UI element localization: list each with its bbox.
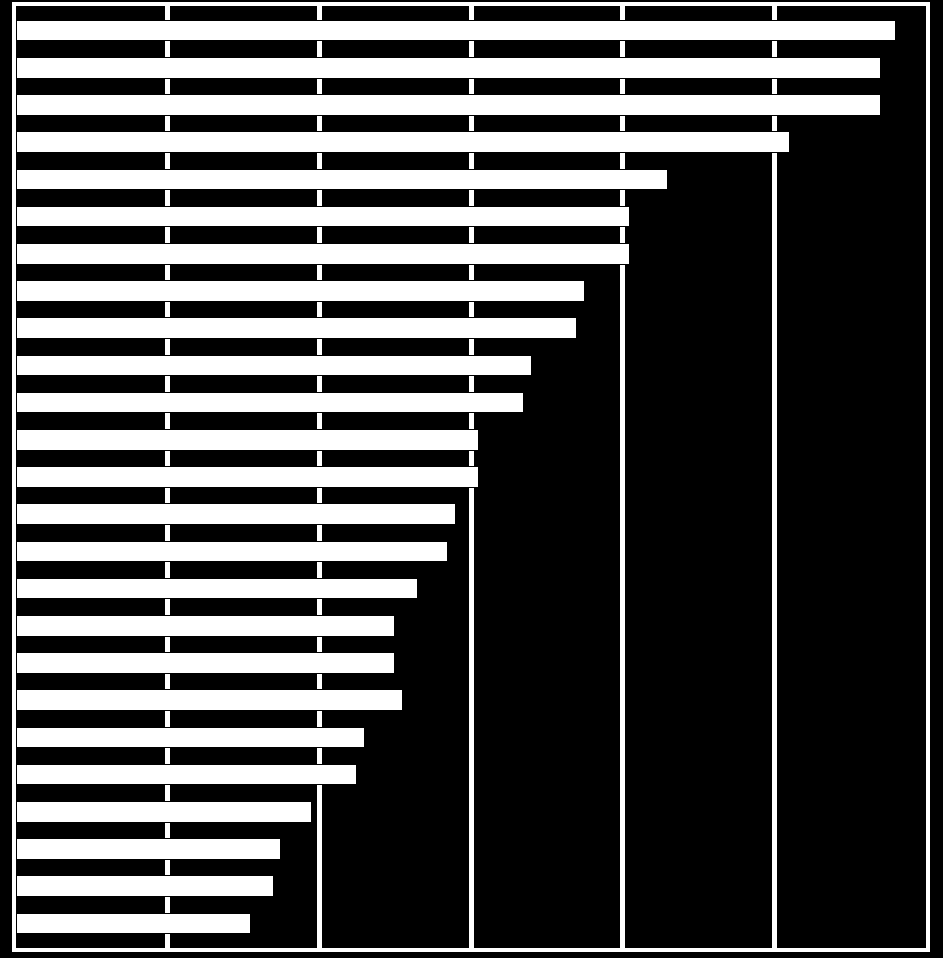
bar (16, 206, 630, 228)
bar (16, 801, 312, 823)
bar-row (16, 49, 926, 86)
bars-container (16, 6, 926, 948)
bar (16, 727, 365, 749)
bar-row (16, 905, 926, 942)
bar (16, 57, 881, 79)
bar (16, 652, 395, 674)
bar (16, 429, 479, 451)
bar-row (16, 161, 926, 198)
bar (16, 838, 281, 860)
bar-row (16, 868, 926, 905)
bar (16, 764, 357, 786)
bar-row (16, 533, 926, 570)
bar-row (16, 496, 926, 533)
bar (16, 466, 479, 488)
bar-row (16, 12, 926, 49)
bar (16, 355, 532, 377)
bar-row (16, 310, 926, 347)
bar (16, 578, 418, 600)
bar-row (16, 830, 926, 867)
bar (16, 317, 577, 339)
bar (16, 875, 274, 897)
bar-row (16, 198, 926, 235)
bar (16, 94, 881, 116)
bar-row (16, 384, 926, 421)
bar-row (16, 272, 926, 309)
bar (16, 131, 790, 153)
bar (16, 169, 668, 191)
bar-row (16, 235, 926, 272)
bar-row (16, 458, 926, 495)
bar (16, 503, 456, 525)
bar-row (16, 682, 926, 719)
bar (16, 20, 896, 42)
bar-row (16, 421, 926, 458)
bar-row (16, 644, 926, 681)
bar (16, 280, 585, 302)
bar (16, 913, 251, 935)
bar-row (16, 124, 926, 161)
bar (16, 541, 448, 563)
bar (16, 243, 630, 265)
bar (16, 615, 395, 637)
bar-row (16, 793, 926, 830)
bar-row (16, 756, 926, 793)
bar (16, 392, 524, 414)
bar (16, 689, 403, 711)
bar-row (16, 347, 926, 384)
bar-row (16, 719, 926, 756)
bar-row (16, 570, 926, 607)
plot-area (12, 2, 930, 952)
bar-row (16, 86, 926, 123)
bar-row (16, 607, 926, 644)
